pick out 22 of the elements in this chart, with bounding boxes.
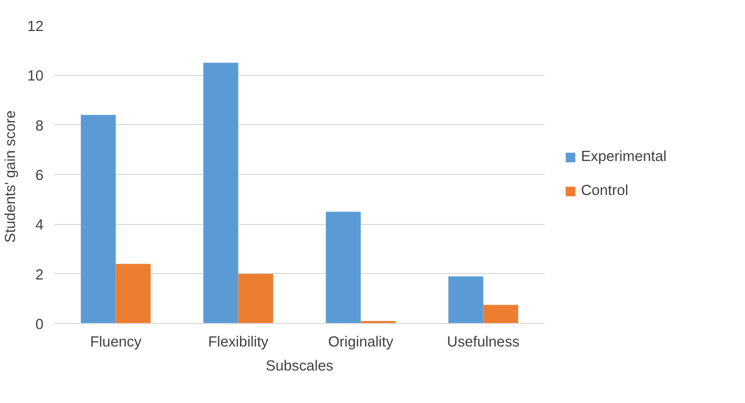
x-tick-label: Usefulness	[447, 334, 520, 350]
bar	[116, 264, 151, 324]
y-tick-label: 6	[35, 168, 44, 184]
bar	[483, 304, 518, 324]
y-tick-label: 4	[35, 218, 44, 234]
y-tick-label: 0	[35, 317, 44, 333]
bar	[448, 276, 484, 324]
y-tick-label: 12	[27, 19, 44, 35]
bar	[203, 62, 238, 324]
bar	[80, 114, 116, 324]
legend-label: Control	[581, 183, 628, 199]
y-tick-label: 8	[35, 118, 44, 134]
x-axis-title: Subscales	[266, 358, 334, 374]
bar	[326, 212, 361, 324]
y-tick-label: 10	[27, 68, 44, 85]
bar	[238, 274, 274, 324]
x-tick-label: Flexibility	[208, 334, 270, 350]
legend-label: Experimental	[581, 149, 667, 165]
y-axis-title: Students' gain score	[3, 110, 20, 243]
y-tick-label: 2	[35, 267, 44, 284]
x-tick-label: Fluency	[90, 334, 142, 350]
x-tick-label: Originality	[328, 334, 394, 350]
